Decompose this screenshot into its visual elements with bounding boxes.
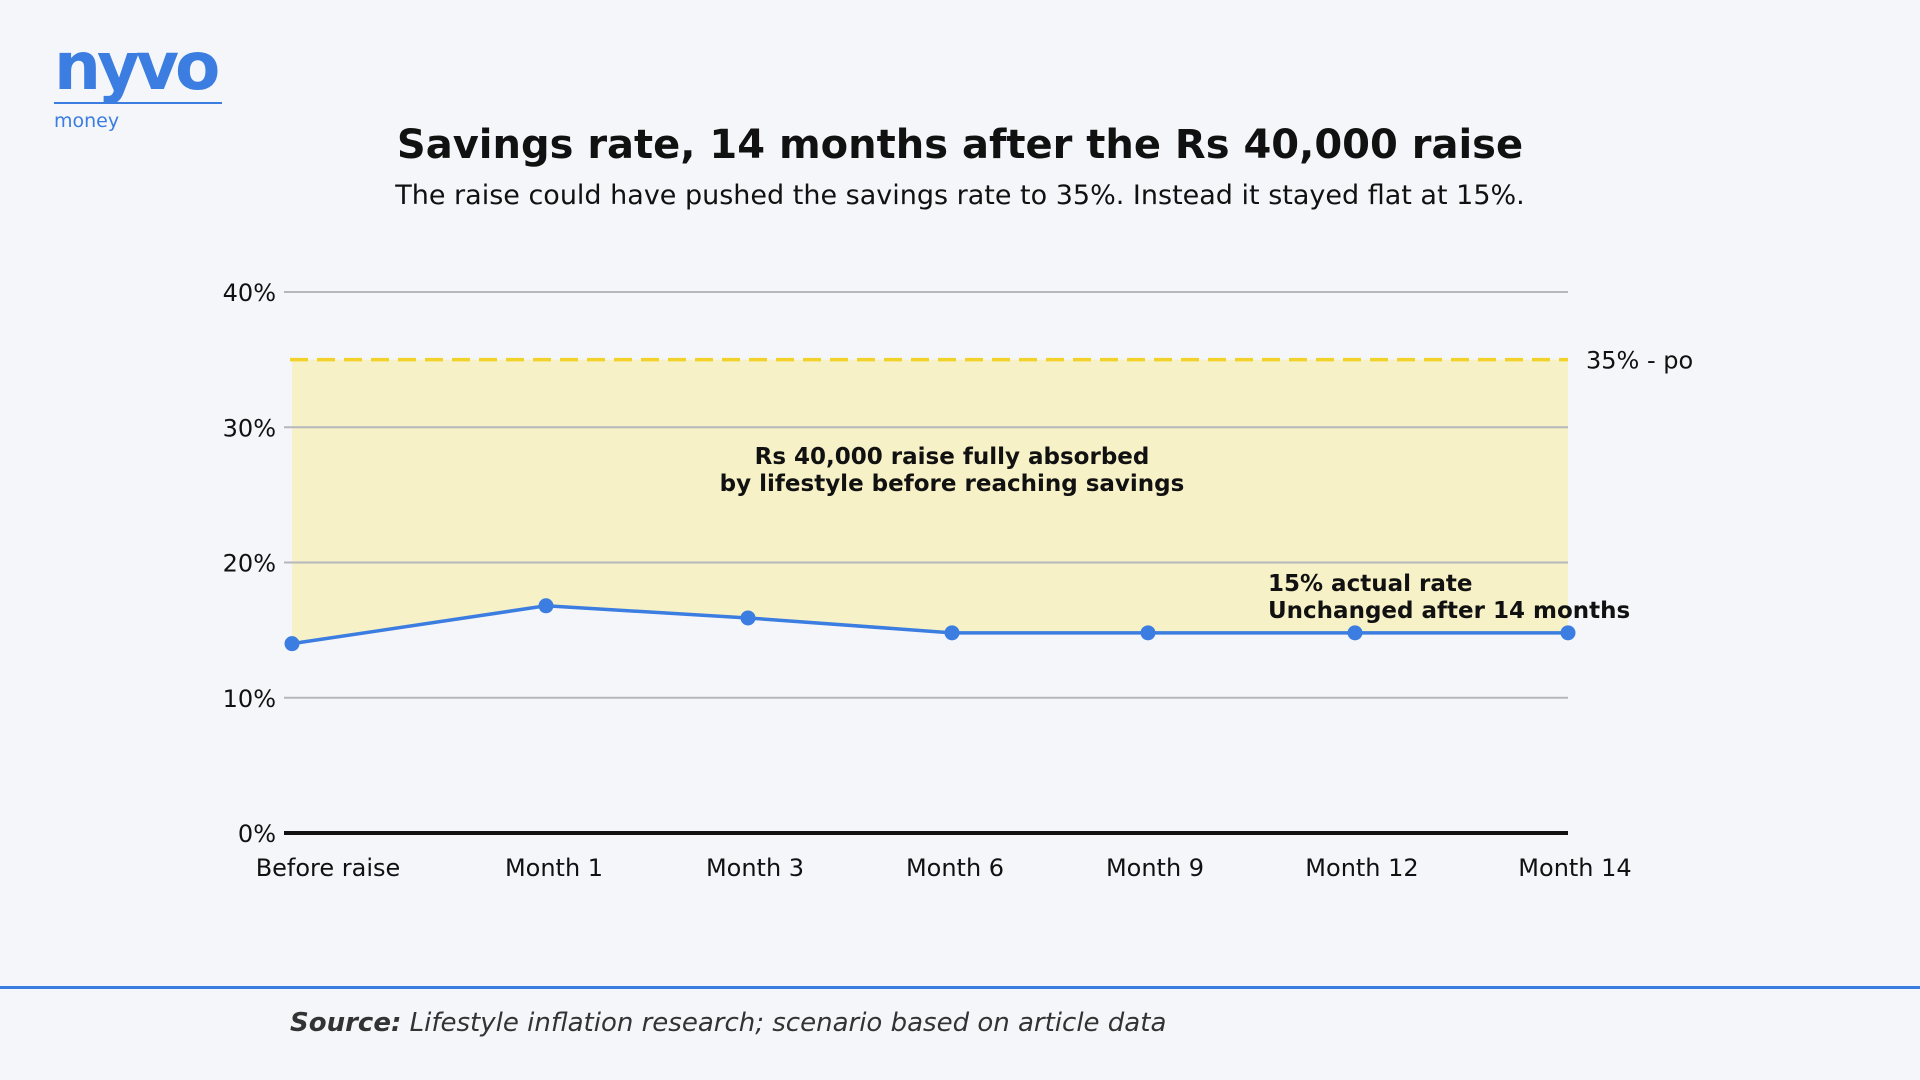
y-tick-label: 0% [238,820,276,848]
chart-title: Savings rate, 14 months after the Rs 40,… [396,122,1524,168]
y-tick-label: 10% [223,685,276,713]
source-label: Source: [290,1008,402,1038]
y-tick-label: 30% [223,414,276,442]
annotation-actual-rate-line: 15% actual rate [1268,571,1472,597]
annotation-absorbed-line: Rs 40,000 raise fully absorbed [755,444,1150,470]
source-note: Source: Lifestyle inflation research; sc… [290,1008,1166,1038]
target-reference-label: 35% - po [1586,347,1693,375]
x-tick-label: Month 3 [706,854,804,882]
y-tick-label: 40% [223,279,276,307]
brand-logo: nyvo money [54,34,222,132]
x-tick-label: Before raise [256,854,401,882]
footer-divider [0,986,1920,989]
x-tick-label: Month 12 [1305,854,1418,882]
x-tick-label: Month 9 [1106,854,1204,882]
data-point-month-14 [1560,625,1576,641]
annotation-absorbed-line: by lifestyle before reaching savings [720,471,1185,497]
data-point-month-9 [1140,625,1156,641]
annotation-actual-rate: 15% actual rate Unchanged after 14 months [1268,571,1630,624]
annotation-actual-rate-line: Unchanged after 14 months [1268,598,1630,624]
data-point-before-raise [284,636,300,652]
brand-rule [54,102,222,104]
brand-tagline: money [54,110,120,132]
data-point-month-3 [740,610,756,626]
data-point-month-12 [1347,625,1363,641]
brand-name: nyvo [54,28,220,105]
data-point-month-1 [538,598,554,614]
source-text: Lifestyle inflation research; scenario b… [409,1008,1167,1038]
x-tick-label: Month 1 [505,854,603,882]
x-tick-label: Month 6 [906,854,1004,882]
chart-subtitle: The raise could have pushed the savings … [395,180,1525,211]
x-tick-label: Month 14 [1518,854,1631,882]
line-chart: 0% 10% 20% 30% 40% 35% - po Before raise Month … [223,279,1694,882]
data-point-month-6 [944,625,960,641]
y-tick-label: 20% [223,550,276,578]
annotation-absorbed: Rs 40,000 raise fully absorbed by lifesty… [720,444,1185,497]
gap-band [292,359,1568,644]
